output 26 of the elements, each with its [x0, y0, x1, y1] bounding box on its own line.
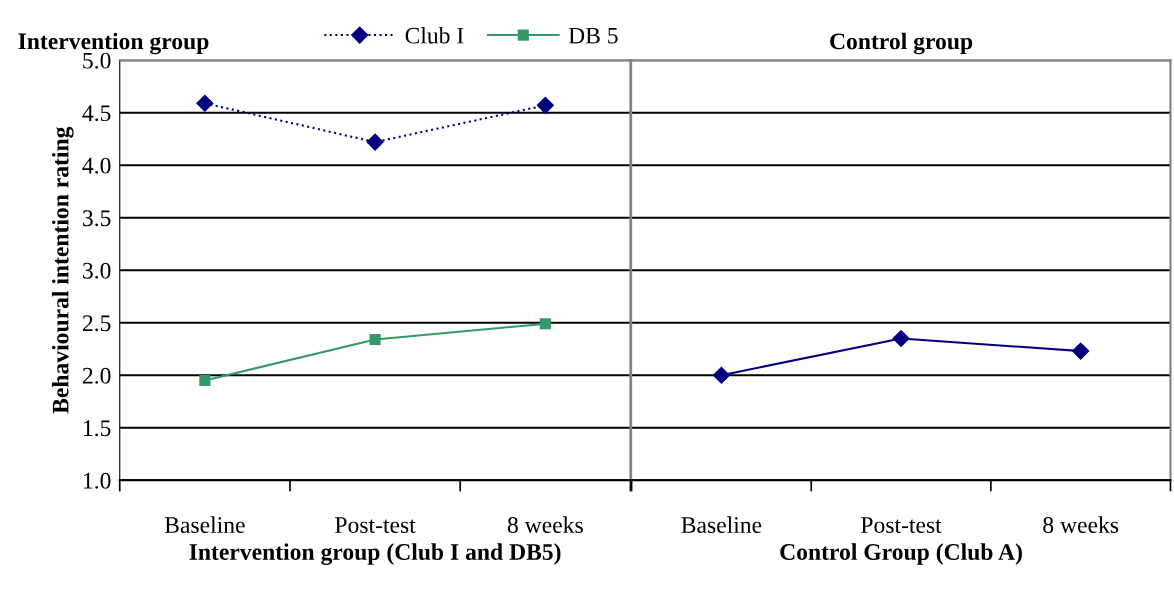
y-tick-label: 2.0: [82, 367, 111, 384]
point: [536, 96, 554, 114]
legend-label: Club I: [405, 26, 464, 44]
x-tick-label: 8 weeks: [1043, 516, 1119, 533]
point: [369, 333, 381, 346]
x-tick-label: Baseline: [681, 516, 762, 533]
x-tick-label: Post-test: [861, 517, 942, 533]
x-axis-title: Control Group (Club A): [780, 543, 1022, 565]
y-tick-label: 2.5: [82, 315, 111, 332]
x-axis-title: Intervention group (Club I and DB5): [189, 543, 561, 565]
y-tick-label: 3.5: [83, 210, 111, 227]
y-tick-label: 1.5: [83, 420, 111, 437]
chart-title: Control group: [830, 32, 973, 55]
y-tick-label: 1.0: [83, 472, 111, 489]
legend-label: DB 5: [568, 27, 618, 44]
x-tick-label: Post-test: [335, 517, 416, 533]
y-tick-label: 4.5: [82, 105, 111, 122]
y-axis-title: Behavioural intention rating: [51, 126, 74, 414]
point: [366, 133, 384, 151]
y-tick-label: 4.0: [82, 157, 111, 174]
point: [196, 94, 214, 112]
x-tick-label: Baseline: [164, 516, 245, 533]
point: [539, 318, 551, 330]
point: [199, 374, 211, 387]
x-tick-label: 8 weeks: [507, 516, 583, 533]
y-tick-label: 3.0: [83, 262, 111, 279]
